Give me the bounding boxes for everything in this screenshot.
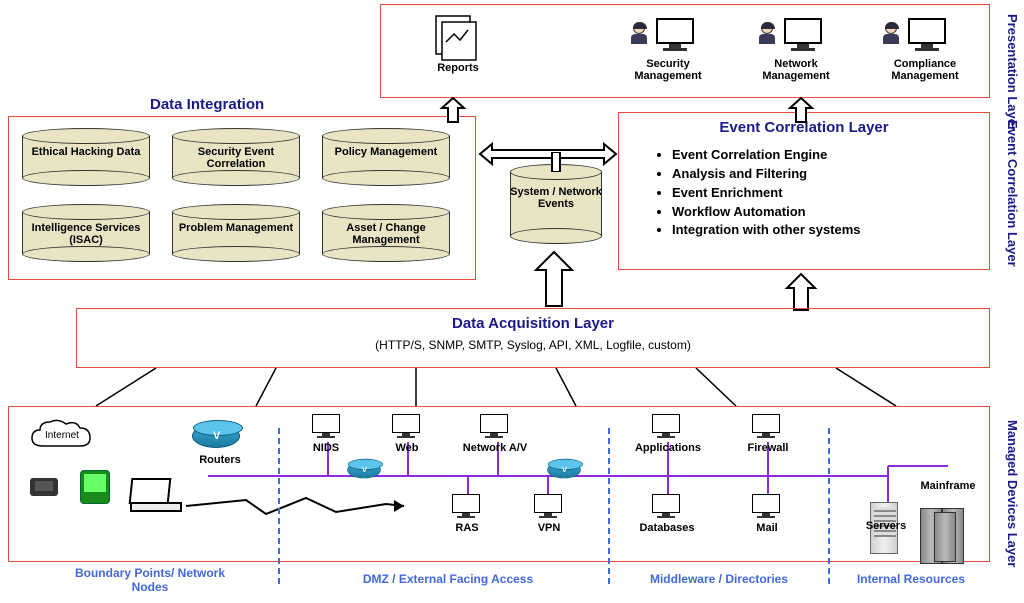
mainframe-icon — [920, 508, 972, 568]
event-correlation-layer-label: Event Correlation Layer — [1005, 120, 1020, 267]
arrow-up-sys-events — [530, 250, 578, 308]
network-av-monitor — [478, 414, 510, 440]
internet-cloud: Internet — [28, 416, 96, 456]
ras-monitor — [450, 494, 482, 520]
cylinder-policy-mgmt: Policy Management — [322, 128, 450, 186]
cylinder-isac: Intelligence Services (ISAC) — [22, 204, 150, 262]
dash-divider-1 — [278, 428, 280, 584]
event-correlation-box: Event Correlation Layer Event Correlatio… — [618, 112, 990, 270]
acquisition-fan-lines — [76, 368, 990, 408]
reports-icon — [428, 12, 488, 62]
arrow-up-mgmt — [786, 96, 816, 124]
cylinder-asset-mgmt: Asset / Change Management — [322, 204, 450, 262]
router-icon — [192, 424, 240, 448]
cylinder-security-event: Security Event Correlation — [172, 128, 300, 186]
zone-middleware: Middleware / Directories — [624, 572, 814, 586]
person-icon — [630, 22, 648, 44]
applications-monitor — [650, 414, 682, 440]
nids-monitor — [310, 414, 342, 440]
router-icon — [347, 462, 381, 479]
monitor-icon — [654, 18, 696, 52]
zone-internal: Internal Resources — [836, 572, 986, 586]
managed-devices-layer-label: Managed Devices Layer — [1005, 420, 1020, 567]
cylinder-ethical-hacking: Ethical Hacking Data — [22, 128, 150, 186]
laptop-icon — [130, 478, 186, 516]
presentation-layer-label: Presentation Layer — [1005, 14, 1020, 131]
person-icon — [882, 22, 900, 44]
data-acquisition-box: Data Acquisition Layer (HTTP/S, SNMP, SM… — [76, 308, 990, 368]
router-dmz-2 — [547, 462, 581, 479]
zone-boundary: Boundary Points/ Network Nodes — [60, 566, 240, 594]
data-acquisition-protocols: (HTTP/S, SNMP, SMTP, Syslog, API, XML, L… — [77, 338, 989, 352]
web-monitor — [390, 414, 422, 440]
cylinder-problem-mgmt: Problem Management — [172, 204, 300, 262]
data-integration-title: Data Integration — [150, 96, 264, 113]
event-correlation-list: Event Correlation Engine Analysis and Fi… — [647, 146, 989, 240]
mail-monitor — [750, 494, 782, 520]
databases-monitor — [650, 494, 682, 520]
router-dmz-1 — [347, 462, 381, 479]
connector-line — [548, 152, 564, 172]
cylinder-system-events: System / Network Events — [510, 164, 602, 244]
reports-group: Reports — [418, 12, 498, 82]
data-acquisition-title: Data Acquisition Layer — [77, 315, 989, 332]
person-icon — [758, 22, 776, 44]
router-boundary — [192, 424, 240, 448]
dash-divider-3 — [828, 428, 830, 584]
monitor-icon — [782, 18, 824, 52]
firewall-monitor — [750, 414, 782, 440]
pda-icon — [80, 470, 110, 504]
router-icon — [547, 462, 581, 479]
monitor-icon — [906, 18, 948, 52]
pager-icon — [30, 478, 58, 496]
vpn-monitor — [532, 494, 564, 520]
dash-divider-2 — [608, 428, 610, 584]
arrow-up-reports — [438, 96, 468, 124]
arrow-up-event-corr — [782, 272, 820, 312]
zone-dmz: DMZ / External Facing Access — [308, 572, 588, 586]
lightning-line — [186, 494, 406, 520]
